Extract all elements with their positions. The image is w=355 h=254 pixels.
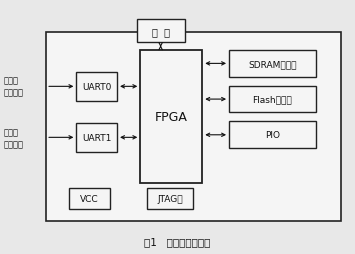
Bar bbox=[46, 33, 341, 221]
Text: JTAG口: JTAG口 bbox=[158, 194, 183, 203]
Text: 图1   控制单元结构图: 图1 控制单元结构图 bbox=[144, 236, 211, 246]
Text: SDRAM存储器: SDRAM存储器 bbox=[248, 60, 297, 69]
Bar bbox=[137, 20, 185, 43]
Bar bbox=[140, 51, 202, 183]
Bar bbox=[229, 51, 316, 77]
Bar bbox=[69, 188, 110, 210]
Bar bbox=[76, 123, 117, 152]
Text: UART1: UART1 bbox=[82, 133, 111, 142]
Text: FPGA: FPGA bbox=[155, 110, 188, 123]
Text: VCC: VCC bbox=[80, 194, 99, 203]
Bar bbox=[229, 122, 316, 149]
Text: 上位机
输入信号: 上位机 输入信号 bbox=[4, 76, 23, 97]
Text: UART0: UART0 bbox=[82, 83, 111, 91]
Bar bbox=[76, 72, 117, 102]
Text: Flash存储器: Flash存储器 bbox=[253, 95, 292, 104]
Bar bbox=[147, 188, 193, 210]
Text: 晶  振: 晶 振 bbox=[152, 27, 170, 37]
Text: PIO: PIO bbox=[265, 131, 280, 140]
Text: 下位机
输入信号: 下位机 输入信号 bbox=[4, 128, 23, 149]
Bar bbox=[229, 86, 316, 113]
